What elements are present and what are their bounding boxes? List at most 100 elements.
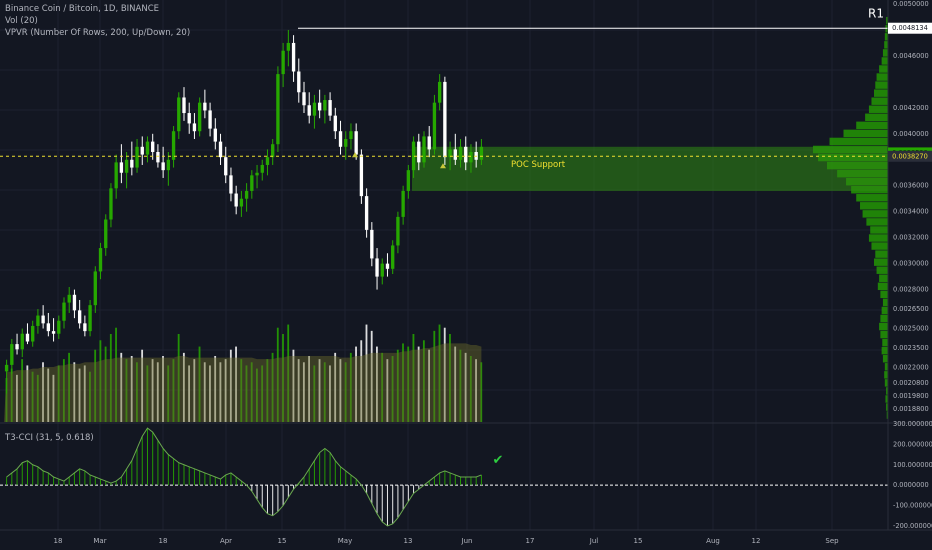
candle-body	[354, 131, 358, 155]
price-axis-label: 0.0042000	[893, 104, 929, 112]
candle-body	[375, 258, 379, 277]
volume-profile-bar	[843, 129, 888, 138]
volume-profile-bar	[884, 33, 888, 41]
volume-bar	[282, 334, 284, 422]
checkmark-icon: ✔	[493, 453, 504, 468]
candle-body	[151, 141, 155, 152]
candle-body	[396, 216, 400, 246]
candle-body	[57, 320, 61, 334]
price-axis-highlight	[888, 150, 932, 162]
price-overlays: R1	[0, 7, 888, 169]
volume-bar	[334, 352, 337, 422]
cci-line	[6, 427, 482, 527]
volume-profile-bar	[886, 411, 888, 419]
candle-body	[286, 42, 291, 51]
candle-body	[4, 364, 9, 372]
volume-bar	[469, 356, 472, 422]
volume-bar	[219, 362, 222, 422]
candle-body	[391, 245, 395, 269]
volume-bar	[99, 340, 102, 422]
volume-bar	[57, 365, 60, 422]
candle-body	[448, 149, 452, 158]
volume-bar	[370, 330, 373, 422]
time-axis-label: Jun	[461, 537, 473, 545]
candle-body	[77, 310, 82, 324]
volume-bar	[52, 374, 55, 422]
volume-bar	[287, 324, 290, 422]
candle-body	[422, 136, 426, 163]
volume-profile-bar	[877, 282, 888, 291]
volume-bar	[407, 346, 410, 422]
volume-bar	[120, 352, 123, 422]
legend-title: Binance Coin / Bitcoin, 1D, BINANCE	[5, 4, 160, 14]
volume-bar	[136, 362, 138, 422]
volume-bar	[182, 352, 185, 422]
volume-profile-bar	[829, 137, 888, 146]
volume-bar	[193, 359, 196, 422]
candle-body	[349, 131, 353, 140]
volume-bar	[412, 334, 415, 422]
t3cci-pane: ✔	[0, 427, 888, 527]
r1-label: R1	[868, 7, 884, 21]
volume-bar	[89, 371, 91, 422]
volume-profile-bar	[882, 49, 888, 57]
volume-profile-bar	[884, 379, 888, 387]
volume-bar	[276, 327, 279, 422]
volume-profile-bar	[882, 355, 888, 363]
candle-body	[67, 294, 71, 303]
volume-profile-bar	[885, 395, 888, 403]
volume-profile-bar	[875, 81, 888, 89]
volume-profile-bar	[874, 258, 888, 266]
price-axis-label: 0.0034000	[893, 208, 929, 216]
candle-body	[177, 97, 181, 132]
candle-body	[344, 139, 348, 147]
price-axis-label: 0.0026500	[893, 305, 929, 313]
candle-body	[380, 263, 384, 277]
candle-body	[15, 344, 19, 350]
price-axis-label: 0.0022000	[893, 363, 929, 371]
candle-body	[140, 146, 144, 155]
support-zone-rect	[412, 146, 888, 191]
time-axis-label: 12	[752, 537, 761, 545]
volume-bar	[365, 324, 368, 422]
volume-bar	[16, 374, 18, 422]
candle-body	[307, 105, 311, 116]
volume-bar	[475, 359, 477, 422]
time-axis-label: Mar	[93, 537, 106, 545]
volume-profile-bar	[879, 322, 888, 331]
volume-profile-bar	[886, 403, 888, 411]
candles-pane	[4, 29, 484, 394]
price-axis-label: 0.0020800	[893, 379, 929, 387]
candle-body	[427, 136, 431, 150]
volume-profile-bar	[856, 194, 888, 202]
volume-bar	[47, 368, 50, 422]
volume-bar	[26, 365, 29, 422]
candle-body	[119, 162, 124, 173]
volume-profile-bar	[880, 330, 888, 339]
volume-profile-bar	[884, 363, 888, 371]
candle-body	[312, 102, 317, 116]
candle-body	[229, 175, 233, 194]
volume-profile-bar	[865, 113, 888, 122]
volume-bar	[214, 356, 217, 422]
volume-bar	[188, 365, 190, 422]
candle-body	[291, 42, 296, 72]
candle-body	[317, 102, 322, 111]
candle-body	[46, 323, 51, 332]
volume-bar	[240, 359, 243, 422]
volume-bar	[83, 365, 86, 422]
volume-bar	[156, 362, 159, 422]
volume-profile-bar	[866, 218, 888, 226]
volume-bar	[36, 374, 39, 422]
volume-bar	[250, 362, 253, 422]
candle-body	[41, 315, 45, 324]
volume-bar	[68, 352, 70, 422]
candle-body	[265, 157, 270, 165]
volume-bar	[297, 359, 300, 422]
volume-profile-bar	[876, 266, 888, 274]
volume-bar	[443, 327, 446, 422]
price-axis-label: 0.0046000	[893, 52, 929, 60]
candle-body	[443, 81, 447, 158]
